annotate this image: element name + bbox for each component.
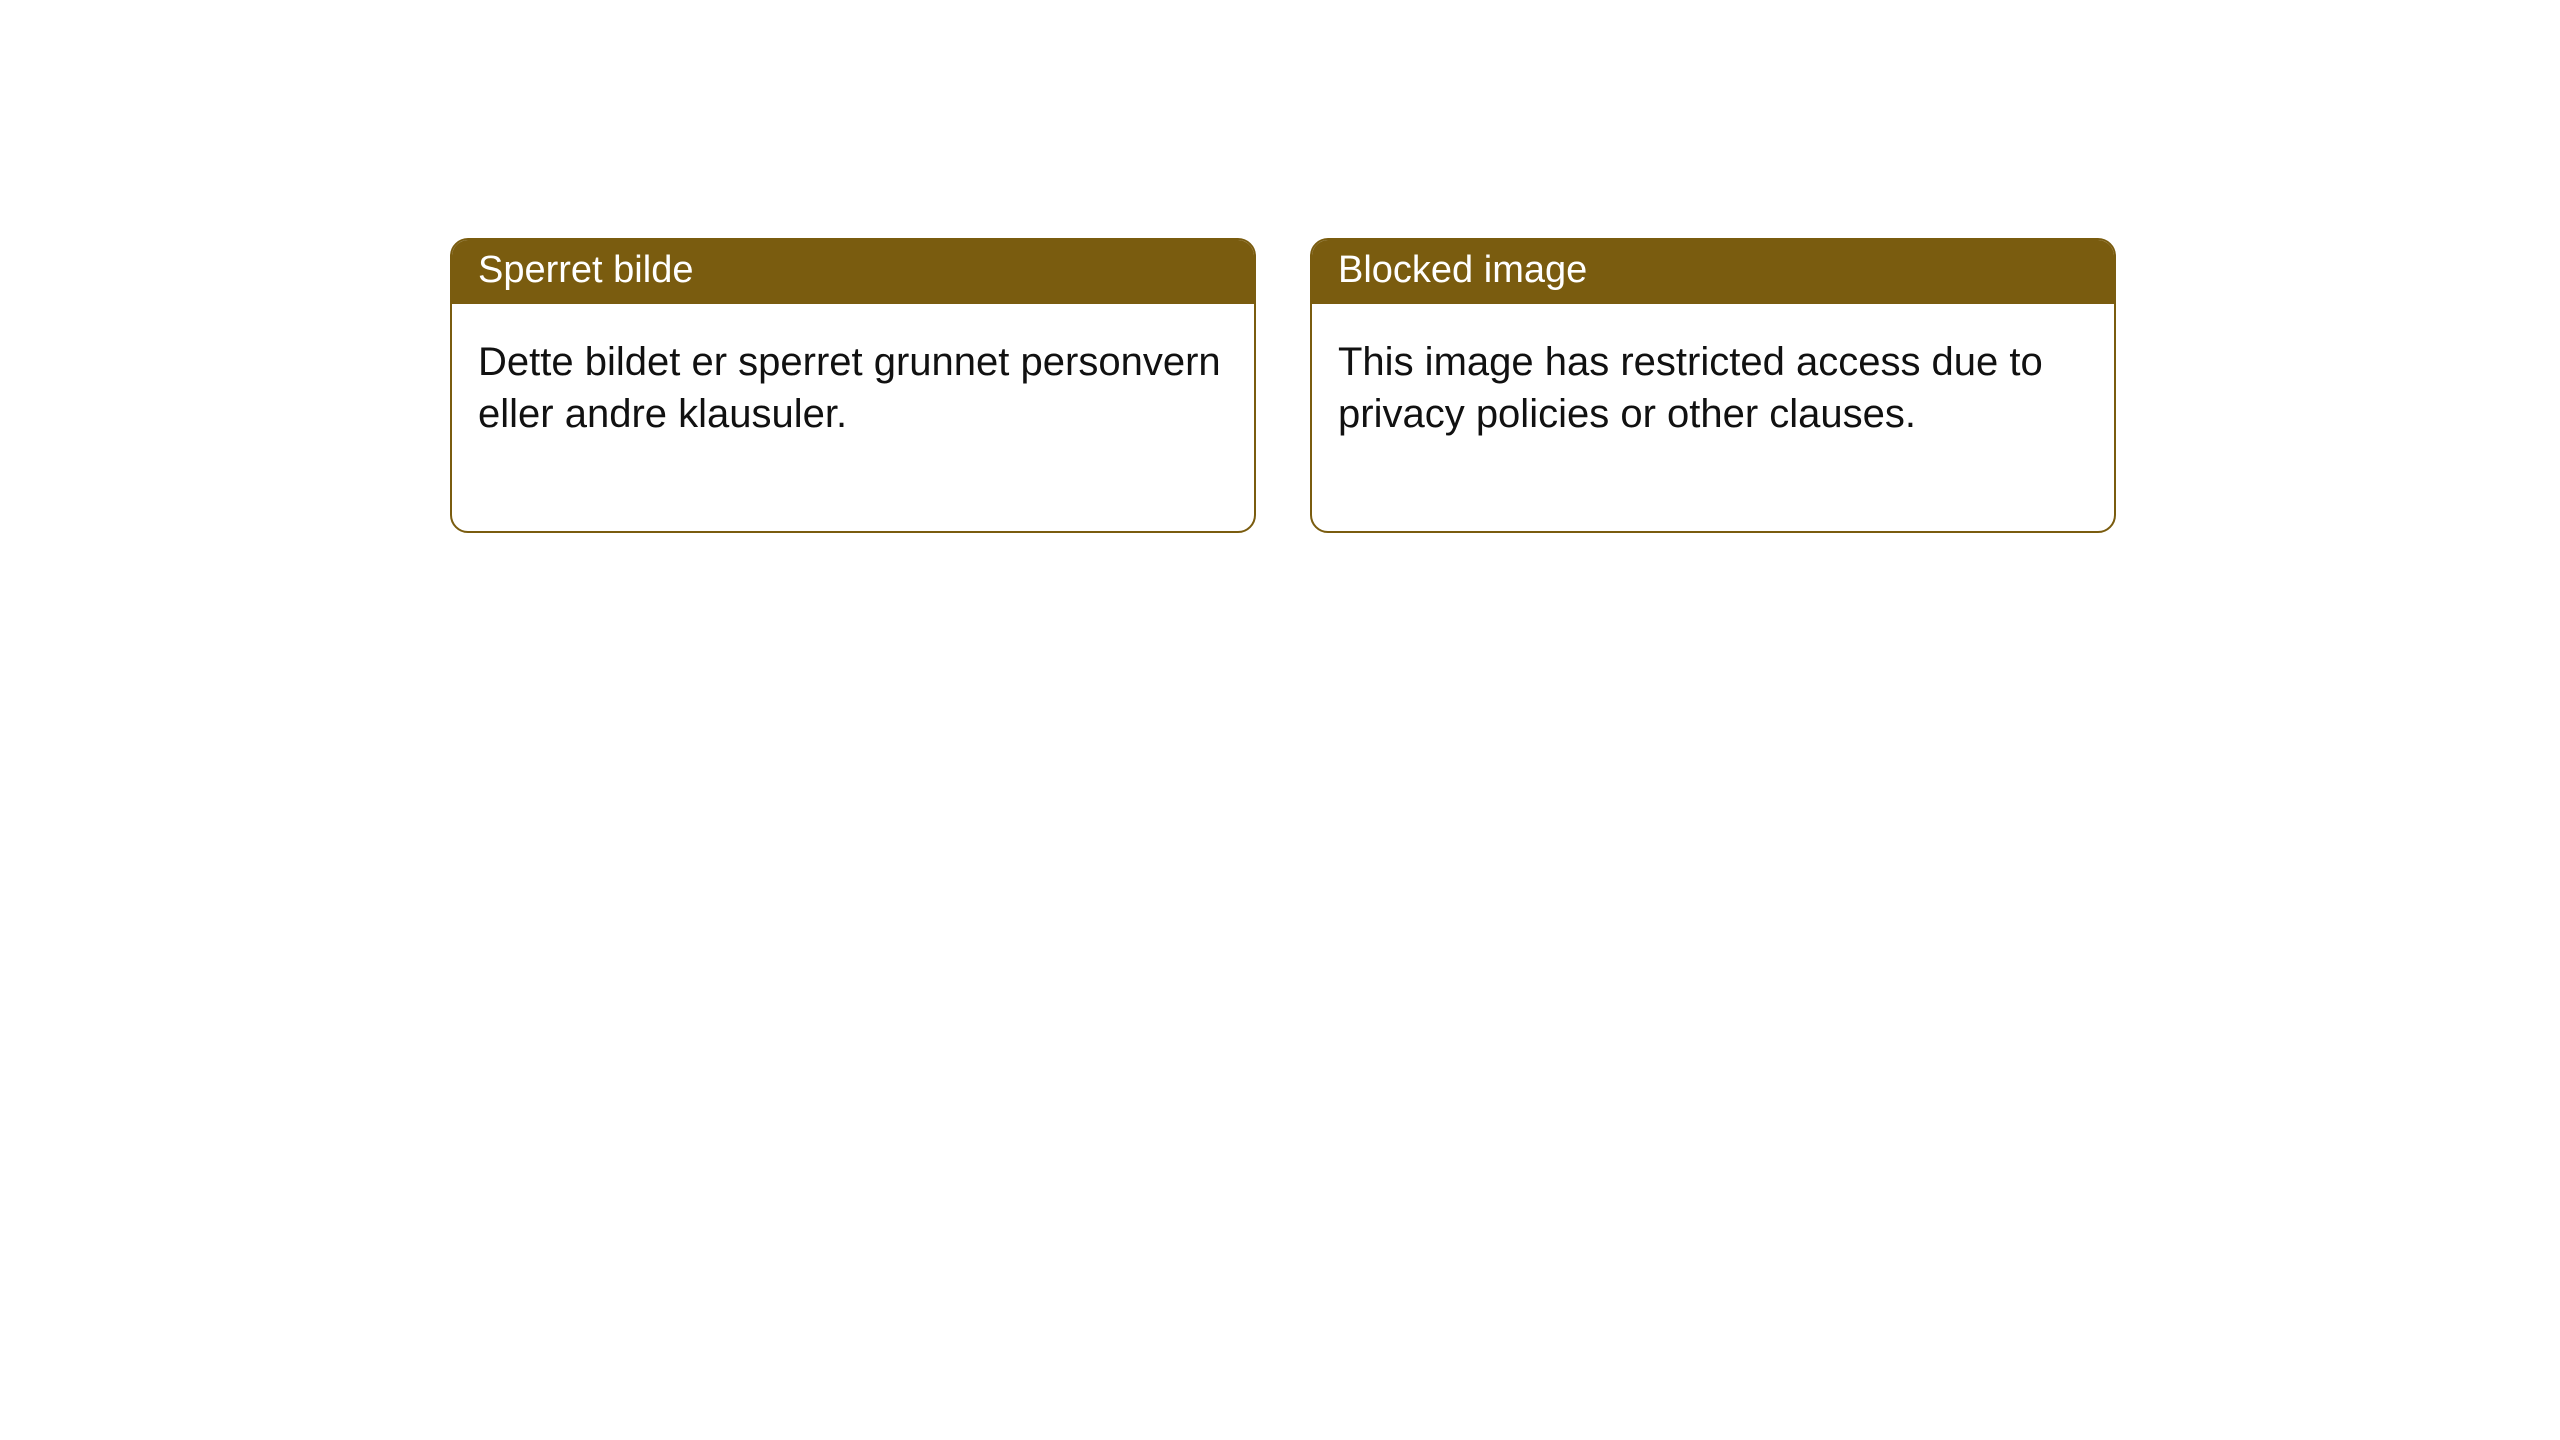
notice-text: This image has restricted access due to … (1338, 336, 2088, 442)
notice-body: This image has restricted access due to … (1312, 304, 2114, 532)
notice-text: Dette bildet er sperret grunnet personve… (478, 336, 1228, 442)
notice-card-english: Blocked image This image has restricted … (1310, 238, 2116, 533)
notice-body: Dette bildet er sperret grunnet personve… (452, 304, 1254, 532)
notice-container: Sperret bilde Dette bildet er sperret gr… (0, 0, 2560, 533)
notice-header: Sperret bilde (452, 240, 1254, 304)
notice-card-norwegian: Sperret bilde Dette bildet er sperret gr… (450, 238, 1256, 533)
notice-header: Blocked image (1312, 240, 2114, 304)
